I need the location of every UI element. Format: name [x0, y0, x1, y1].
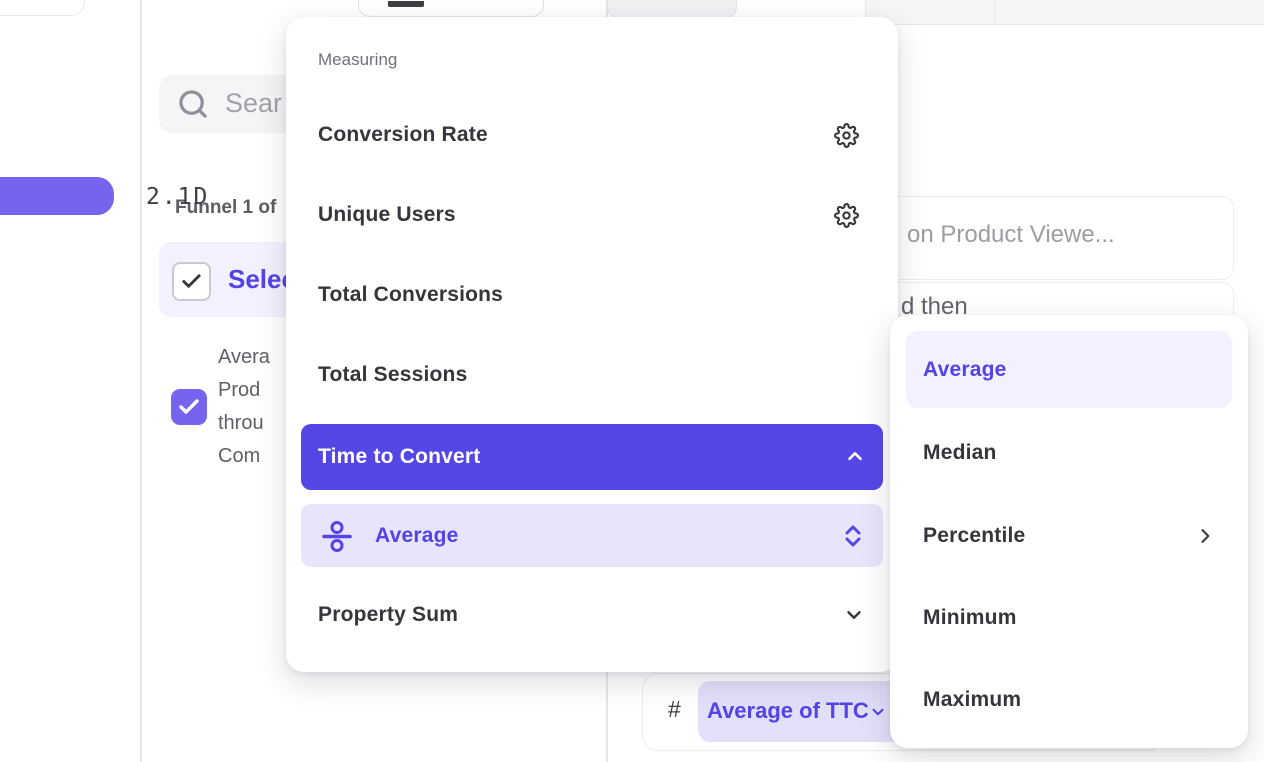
menu-item-label: Conversion Rate	[318, 123, 488, 146]
average-of-ttc-label: Average of TTC	[707, 698, 869, 723]
average-icon	[321, 520, 353, 552]
metric-row-line: throu	[218, 412, 264, 434]
chevron-down-icon	[869, 703, 887, 721]
top-toolbar-button[interactable]	[358, 0, 544, 17]
measuring-dropdown: Measuring Conversion Rate Unique Users T…	[286, 17, 898, 672]
menu-item-label: Total Conversions	[318, 283, 504, 306]
top-left-card-corner	[0, 0, 85, 16]
select-all-checkbox[interactable]	[172, 262, 211, 301]
menu-item-conversion-rate[interactable]: Conversion Rate	[318, 110, 859, 160]
event-name-text: on Product Viewe...	[907, 221, 1115, 248]
aggregation-current-value: Average	[375, 523, 459, 547]
gear-icon[interactable]	[834, 202, 859, 228]
top-header-strip-right	[994, 0, 1264, 25]
submenu-item-average-selected[interactable]: Average	[906, 331, 1232, 408]
metric-row-line: Avera	[218, 346, 270, 368]
menu-item-label: Total Sessions	[318, 363, 468, 386]
menu-item-label: Property Sum	[318, 603, 459, 626]
submenu-item-maximum[interactable]: Maximum	[906, 675, 1232, 725]
menu-item-time-to-convert-selected[interactable]: Time to Convert	[301, 424, 883, 490]
submenu-item-median[interactable]: Median	[906, 428, 1232, 478]
check-icon	[179, 399, 199, 414]
submenu-item-label: Average	[923, 357, 1007, 381]
submenu-item-minimum[interactable]: Minimum	[906, 593, 1232, 643]
chevron-right-icon	[1195, 526, 1215, 546]
menu-item-total-conversions[interactable]: Total Conversions	[318, 270, 859, 320]
search-placeholder: Sear	[225, 88, 283, 118]
menu-item-unique-users[interactable]: Unique Users	[318, 190, 859, 240]
check-icon	[182, 274, 201, 288]
submenu-item-label: Maximum	[923, 688, 1022, 711]
toolbar-button-icon	[388, 1, 424, 7]
select-all-label: Selec	[228, 264, 296, 294]
aggregation-selector-row[interactable]: Average	[301, 504, 883, 567]
submenu-item-label: Percentile	[923, 524, 1026, 547]
average-of-ttc-pill[interactable]: Average of TTC	[698, 681, 908, 742]
menu-item-property-sum[interactable]: Property Sum	[318, 590, 865, 640]
menu-item-total-sessions[interactable]: Total Sessions	[318, 350, 859, 400]
gear-icon[interactable]	[834, 122, 859, 148]
menu-item-label: Time to Convert	[318, 445, 481, 468]
funnel-step-badge: 2.1D	[146, 184, 210, 210]
measuring-section-label: Measuring	[318, 50, 398, 69]
chevron-up-icon	[844, 446, 866, 468]
metric-row-line: Com	[218, 445, 261, 467]
up-down-chevrons-icon	[843, 522, 863, 550]
submenu-item-percentile[interactable]: Percentile	[906, 511, 1232, 561]
left-pane-divider	[140, 0, 142, 762]
search-icon	[176, 87, 210, 121]
submenu-item-label: Median	[923, 441, 997, 464]
metric-row-line: Prod	[218, 379, 261, 401]
hash-icon: #	[668, 696, 681, 722]
funnel-count-label: Funnel 1 of	[175, 197, 277, 218]
funnel-step-pill	[0, 177, 114, 215]
aggregation-submenu: Average Median Percentile Minimum Maximu…	[890, 315, 1248, 748]
submenu-item-label: Minimum	[923, 606, 1017, 629]
chevron-down-icon	[843, 604, 865, 626]
menu-item-label: Unique Users	[318, 203, 456, 226]
metric-row-description: Avera Prod throu Com	[218, 341, 270, 473]
metric-row-checkbox[interactable]	[171, 389, 207, 425]
